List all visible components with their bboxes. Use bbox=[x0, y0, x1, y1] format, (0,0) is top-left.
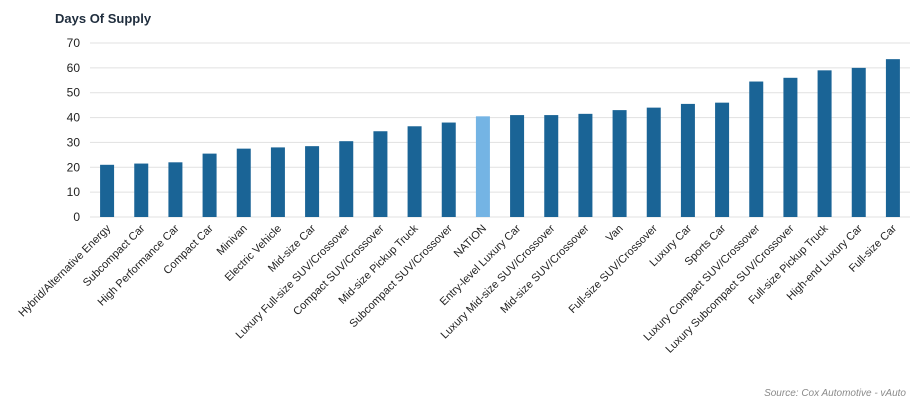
bar-full-size-suv-crossover bbox=[646, 107, 661, 217]
bar-subcompact-suv-crossover bbox=[441, 122, 456, 217]
y-axis-ticks: 0 10 20 30 40 50 60 70 bbox=[67, 36, 81, 224]
bar-minivan bbox=[236, 148, 251, 217]
y-tick-label: 10 bbox=[67, 185, 81, 199]
y-tick-label: 60 bbox=[67, 61, 81, 75]
y-tick-label: 50 bbox=[67, 86, 81, 100]
y-tick-label: 40 bbox=[67, 111, 81, 125]
bar-compact-suv-crossover bbox=[373, 131, 388, 217]
bar-electric-vehicle bbox=[270, 147, 285, 217]
bar-mid-size-suv-crossover bbox=[578, 113, 593, 217]
bar-hybrid-alternative-energy bbox=[100, 164, 115, 217]
bar-high-end-luxury-car bbox=[851, 67, 866, 217]
bar-luxury-subcompact-suv-crossover bbox=[783, 77, 798, 217]
bar-mid-size-car bbox=[305, 146, 320, 217]
bar-luxury-full-size-suv-crossover bbox=[339, 141, 354, 217]
bar-entry-level-luxury-car bbox=[510, 115, 525, 217]
bar-subcompact-car bbox=[134, 163, 149, 217]
bars bbox=[100, 59, 900, 218]
gridlines bbox=[90, 42, 910, 218]
x-category-label: Subcompact Car bbox=[81, 222, 148, 289]
bar-van bbox=[612, 110, 627, 217]
bar-high-performance-car bbox=[168, 162, 183, 217]
bar-nation bbox=[475, 116, 490, 217]
bar-full-size-pickup-truck bbox=[817, 70, 832, 217]
bar-sports-car bbox=[715, 102, 730, 217]
y-tick-label: 70 bbox=[67, 36, 81, 50]
y-tick-label: 20 bbox=[67, 160, 81, 174]
bar-luxury-compact-suv-crossover bbox=[749, 81, 764, 218]
bar-compact-car bbox=[202, 153, 217, 217]
bar-luxury-mid-size-suv-crossover bbox=[544, 115, 559, 217]
y-tick-label: 0 bbox=[73, 210, 80, 224]
chart-title: Days Of Supply bbox=[55, 11, 152, 26]
source-note: Source: Cox Automotive - vAuto bbox=[764, 388, 906, 399]
y-tick-label: 30 bbox=[67, 135, 81, 149]
bar-luxury-car bbox=[680, 103, 695, 217]
x-category-label: Van bbox=[604, 223, 626, 245]
bar-full-size-car bbox=[885, 59, 900, 218]
x-category-label: Luxury Subcompact SUV/Crossover bbox=[664, 222, 797, 355]
bar-mid-size-pickup-truck bbox=[407, 126, 422, 217]
